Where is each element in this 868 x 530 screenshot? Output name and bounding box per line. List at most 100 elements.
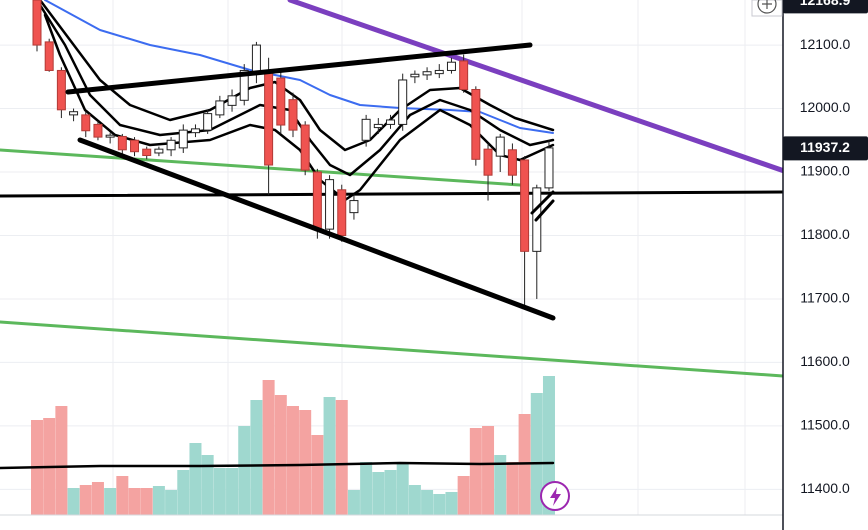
- price-label-box: [783, 0, 868, 14]
- candle-body: [251, 44, 261, 75]
- volume-bar: [421, 490, 434, 515]
- candle-body: [483, 148, 493, 176]
- volume-bar: [299, 410, 312, 515]
- drawings: [65, 42, 556, 321]
- candle-body: [337, 189, 347, 236]
- volume-bar: [433, 494, 446, 515]
- candle-body: [276, 77, 286, 126]
- candle-body: [459, 60, 469, 90]
- volume-bar: [262, 380, 275, 515]
- volume-bar: [128, 488, 141, 515]
- y-axis: 12100.0 12000.0 11900.0 11800.0 11700.0 11600…: [783, 0, 868, 496]
- candle-body: [495, 136, 505, 157]
- volume-bar: [67, 488, 80, 515]
- candle-body: [325, 179, 335, 230]
- price-label: 12168.9: [800, 0, 851, 8]
- trend-line: [65, 42, 533, 95]
- volume-bar: [274, 395, 287, 515]
- volume-bar: [494, 455, 507, 515]
- volume-bar: [347, 490, 360, 515]
- trend-line: [287, 0, 868, 203]
- volume-bar: [79, 485, 92, 515]
- lightning-icon: [550, 487, 561, 506]
- candles: [32, 0, 554, 310]
- volume-bar: [140, 488, 153, 515]
- candle-body: [239, 69, 249, 101]
- candle-body: [264, 69, 274, 166]
- volume-bar: [116, 476, 129, 515]
- y-tick-label: 11900.0: [800, 163, 850, 179]
- candle-body: [227, 95, 237, 106]
- y-tick-label: 11700.0: [800, 290, 850, 306]
- candle-body: [203, 113, 213, 131]
- candle-body: [520, 159, 530, 252]
- candle-body: [69, 111, 79, 116]
- candle-body: [544, 147, 554, 189]
- volume-bar: [542, 376, 555, 515]
- trend-line: [77, 137, 556, 321]
- volume-bar: [55, 406, 68, 515]
- candle-body: [300, 124, 310, 171]
- candle-body: [349, 200, 359, 214]
- candle-body: [178, 129, 188, 149]
- y-tick-label: 11800.0: [800, 226, 850, 242]
- y-tick-label: 12000.0: [800, 99, 851, 115]
- volume-bar: [91, 482, 104, 515]
- volume-bar: [250, 400, 263, 515]
- candle-body: [288, 99, 298, 131]
- candle-body: [130, 139, 140, 153]
- horizontal-line: [0, 190, 785, 198]
- price-label-box: [783, 136, 868, 161]
- volume-bar: [201, 455, 214, 515]
- candle-body: [190, 128, 200, 134]
- volume-bar: [396, 462, 409, 515]
- volume-bar: [177, 470, 190, 515]
- candle-body: [32, 0, 42, 46]
- plus-icon: [762, 0, 772, 9]
- y-tick-label: 11600.0: [800, 353, 850, 369]
- candle-body: [373, 123, 383, 129]
- volume-bar: [152, 486, 165, 515]
- trend-line: [0, 320, 785, 378]
- candle-body: [117, 135, 127, 151]
- candle-body: [154, 148, 164, 154]
- volume-ma: [0, 461, 555, 470]
- volume-bar: [482, 426, 495, 515]
- candle-body: [422, 71, 432, 76]
- volume-bar: [372, 472, 385, 515]
- y-tick-label: 11400.0: [800, 480, 850, 496]
- trend-line: [0, 148, 522, 187]
- volume-bar: [104, 488, 117, 515]
- candle-body: [361, 118, 371, 141]
- candle-body: [142, 148, 152, 157]
- trend-line: [530, 190, 555, 215]
- volume-bars: [31, 376, 555, 515]
- volume-bar: [445, 492, 458, 515]
- volume-bar: [323, 397, 336, 515]
- volume-bar: [530, 393, 543, 515]
- volume-bar: [226, 468, 239, 515]
- plus-icon: [757, 0, 777, 14]
- price-axis: [783, 0, 868, 530]
- candle-body: [507, 149, 517, 176]
- y-tick-label: 12100.0: [800, 36, 851, 52]
- candle-body: [434, 69, 444, 75]
- candle-body: [471, 88, 481, 160]
- candle-body: [410, 73, 420, 78]
- moving-average: [44, 0, 554, 134]
- volume-bar: [286, 406, 299, 515]
- volume-bar: [238, 426, 251, 515]
- volume-bar: [311, 435, 324, 515]
- volume-bar: [189, 443, 202, 515]
- candle-body: [398, 79, 408, 125]
- candle-body: [44, 41, 54, 71]
- volume-bar: [408, 485, 421, 515]
- volume-bar: [457, 476, 470, 515]
- grid: [112, 0, 746, 515]
- trend-line: [534, 199, 555, 222]
- volume-bar: [469, 428, 482, 515]
- candle-body: [215, 100, 225, 116]
- y-tick-label: 11500.0: [800, 417, 850, 433]
- volume-bar: [335, 400, 348, 515]
